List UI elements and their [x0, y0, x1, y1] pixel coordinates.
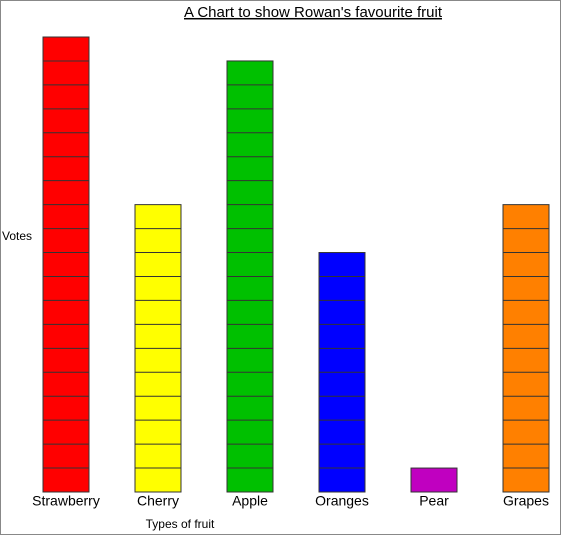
bar	[410, 467, 458, 493]
chart-title: A Chart to show Rowan's favourite fruit	[184, 4, 443, 21]
x-tick-label: Cherry	[137, 493, 179, 509]
y-axis-label: Votes	[2, 229, 32, 243]
x-tick-label: Apple	[232, 493, 268, 509]
x-tick-label: Grapes	[503, 493, 549, 509]
x-tick-label: Oranges	[315, 493, 369, 509]
x-axis-label: Types of fruit	[146, 517, 215, 531]
x-tick-label: Pear	[419, 493, 449, 509]
bar	[42, 36, 90, 493]
x-tick-label: Strawberry	[32, 493, 100, 509]
